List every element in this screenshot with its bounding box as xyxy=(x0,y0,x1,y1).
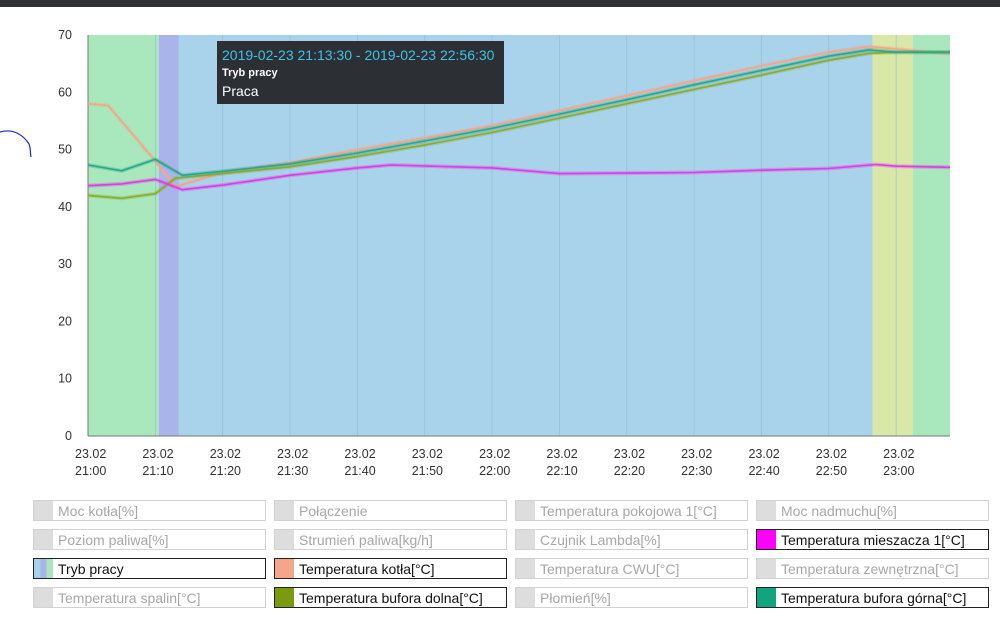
legend-label: Temperatura mieszacza 1[°C] xyxy=(781,531,965,548)
work-mode-band-4[interactable] xyxy=(872,35,913,436)
x-tick-label: 23.02 22:50 xyxy=(816,447,847,478)
legend-item[interactable]: Moc kotła[%] xyxy=(33,500,266,521)
legend-swatch xyxy=(34,588,53,607)
y-tick-label: 40 xyxy=(58,200,72,214)
x-tick-label: 23.02 22:00 xyxy=(479,447,510,478)
series-line-1[interactable] xyxy=(87,45,951,188)
legend-swatch xyxy=(275,559,294,578)
legend-item[interactable]: Temperatura mieszacza 1[°C] xyxy=(756,529,989,550)
legend-swatch xyxy=(757,588,776,607)
legend-swatch xyxy=(516,530,535,549)
legend-swatch xyxy=(757,501,776,520)
chart-legend: Moc kotła[%] Połączenie Temperatura pokojo… xyxy=(33,500,998,610)
legend-item[interactable]: Temperatura pokojowa 1[°C] xyxy=(515,500,748,521)
legend-swatch xyxy=(34,559,53,578)
legend-label: Temperatura pokojowa 1[°C] xyxy=(540,502,717,519)
legend-item[interactable]: Temperatura bufora dolna[°C] xyxy=(274,587,507,608)
x-tick-labels: 23.02 21:00 23.02 21:10 23.02 21:20 23.02 21:30… xyxy=(75,447,914,478)
y-tick-label: 30 xyxy=(58,257,72,271)
work-mode-band-5[interactable] xyxy=(912,35,950,436)
legend-label: Temperatura spalin[°C] xyxy=(58,589,201,606)
legend-label: Poziom paliwa[%] xyxy=(58,531,169,548)
chart-tooltip: 2019-02-23 21:13:30 - 2019-02-23 22:56:3… xyxy=(217,41,504,104)
legend-item[interactable]: Czujnik Lambda[%] xyxy=(515,529,748,550)
legend-item[interactable]: Połączenie xyxy=(274,500,507,521)
legend-swatch xyxy=(516,501,535,520)
x-tick-label: 23.02 21:10 xyxy=(142,447,173,478)
legend-label: Temperatura bufora dolna[°C] xyxy=(299,589,483,606)
legend-label: Moc kotła[%] xyxy=(58,502,139,519)
x-tick-label: 23.02 21:40 xyxy=(344,447,375,478)
legend-label: Temperatura zewnętrzna[°C] xyxy=(781,560,959,577)
legend-item[interactable]: Temperatura bufora górna[°C] xyxy=(756,587,989,608)
x-tick-label: 23.02 22:20 xyxy=(614,447,645,478)
legend-swatch xyxy=(275,530,294,549)
y-tick-label: 20 xyxy=(58,314,72,328)
legend-label: Połączenie xyxy=(299,502,368,519)
y-tick-label: 10 xyxy=(58,372,72,386)
x-tick-label: 23.02 21:00 xyxy=(75,447,106,478)
legend-label: Płomień[%] xyxy=(540,589,611,606)
x-tick-label: 23.02 23:00 xyxy=(883,447,914,478)
legend-label: Temperatura kotła[°C] xyxy=(299,560,435,577)
y-tick-label: 50 xyxy=(58,143,72,157)
series-line-2[interactable] xyxy=(87,51,950,200)
tooltip-value: Praca xyxy=(222,83,259,99)
work-mode-band-2[interactable] xyxy=(158,35,179,436)
legend-swatch xyxy=(34,501,53,520)
x-tick-label: 23.02 22:40 xyxy=(748,447,779,478)
x-tick-label: 23.02 21:30 xyxy=(277,447,308,478)
x-tick-label: 23.02 21:50 xyxy=(412,447,443,478)
pen-annotation xyxy=(0,130,32,158)
series-line-3[interactable] xyxy=(87,49,950,177)
legend-label: Tryb pracy xyxy=(58,560,124,577)
legend-item[interactable]: Tryb pracy xyxy=(33,558,266,579)
series-lines xyxy=(87,44,951,201)
x-tick-label: 23.02 22:30 xyxy=(681,447,712,478)
legend-swatch xyxy=(757,530,776,549)
tooltip-title: 2019-02-23 21:13:30 - 2019-02-23 22:56:3… xyxy=(222,47,495,63)
legend-swatch xyxy=(757,559,776,578)
y-tick-label: 70 xyxy=(58,28,72,42)
legend-label: Temperatura CWU[°C] xyxy=(540,560,680,577)
legend-item[interactable]: Strumień paliwa[kg/h] xyxy=(274,529,507,550)
legend-label: Czujnik Lambda[%] xyxy=(540,531,661,548)
legend-swatch xyxy=(34,530,53,549)
series-line-4[interactable] xyxy=(87,163,951,191)
legend-item[interactable]: Temperatura zewnętrzna[°C] xyxy=(756,558,989,579)
legend-label: Temperatura bufora górna[°C] xyxy=(781,589,967,606)
work-mode-band-1[interactable] xyxy=(88,35,159,436)
legend-label: Moc nadmuchu[%] xyxy=(781,502,897,519)
legend-swatch xyxy=(516,559,535,578)
legend-item[interactable]: Płomień[%] xyxy=(515,587,748,608)
legend-item[interactable]: Temperatura kotła[°C] xyxy=(274,558,507,579)
legend-swatch xyxy=(275,588,294,607)
legend-label: Strumień paliwa[kg/h] xyxy=(299,531,433,548)
legend-item[interactable]: Moc nadmuchu[%] xyxy=(756,500,989,521)
legend-swatch xyxy=(516,588,535,607)
legend-swatch xyxy=(275,501,294,520)
x-tick-label: 23.02 22:10 xyxy=(546,447,577,478)
y-tick-labels: 0 10 20 30 40 50 60 70 xyxy=(58,28,72,443)
y-tick-label: 0 xyxy=(65,429,72,443)
legend-item[interactable]: Temperatura CWU[°C] xyxy=(515,558,748,579)
y-tick-label: 60 xyxy=(58,85,72,99)
tooltip-label: Tryb pracy xyxy=(222,67,278,79)
legend-item[interactable]: Poziom paliwa[%] xyxy=(33,529,266,550)
legend-item[interactable]: Temperatura spalin[°C] xyxy=(33,587,266,608)
top-bar xyxy=(0,0,1000,7)
x-tick-label: 23.02 21:20 xyxy=(210,447,241,478)
